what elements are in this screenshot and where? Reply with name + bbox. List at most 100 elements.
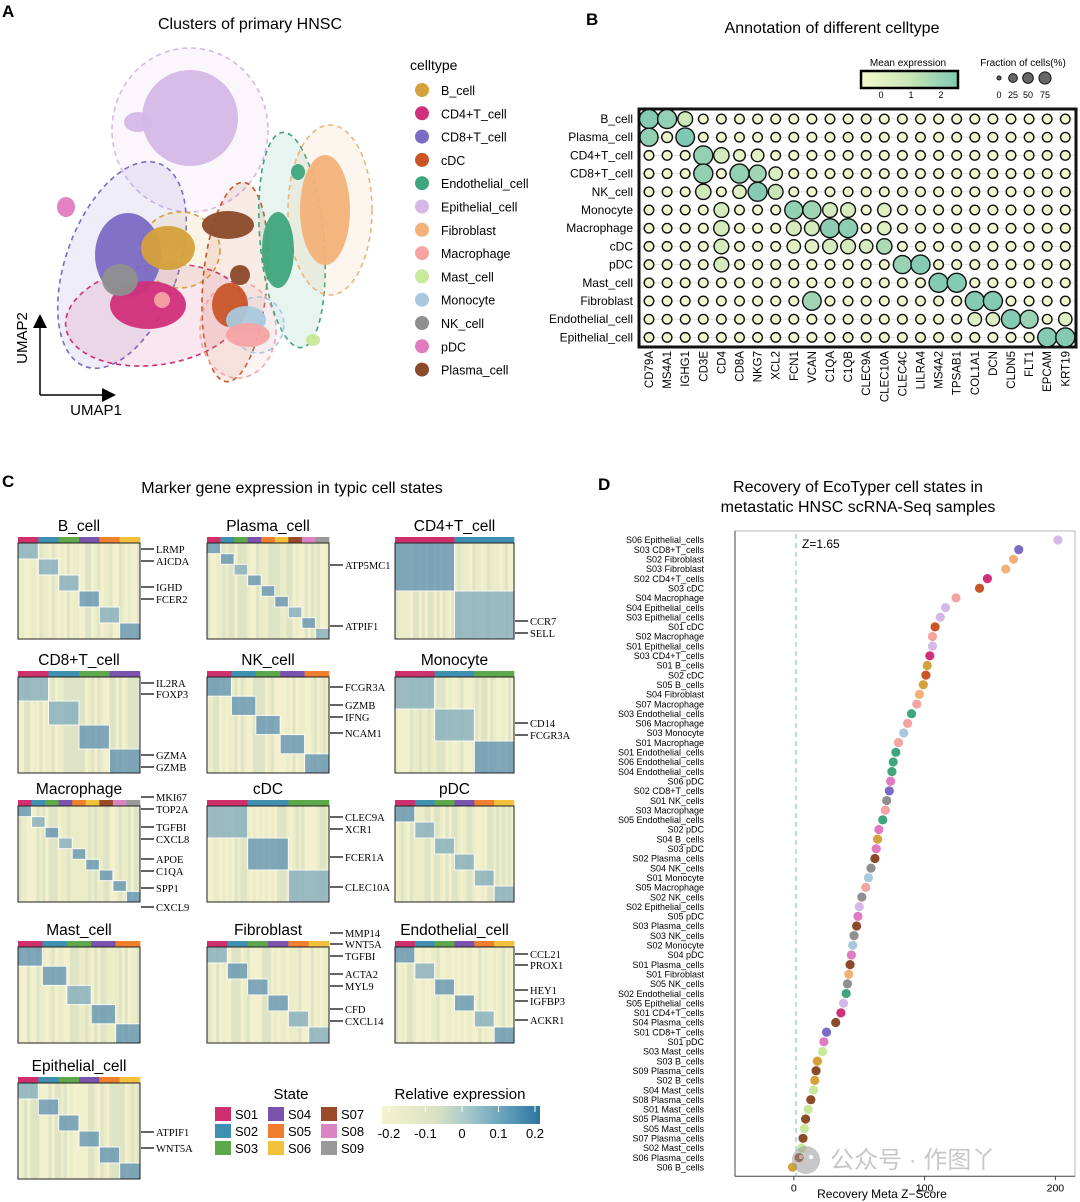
dotplot-gene-label: C1QB	[843, 351, 855, 383]
dotplot-dot	[770, 131, 782, 143]
dotplot-dot	[679, 295, 691, 307]
heatmap-cell	[409, 677, 414, 773]
heatmap-title: Plasma_cell	[226, 518, 310, 535]
relative-expression-tick: 0	[458, 1126, 465, 1141]
dotplot-dot	[788, 277, 800, 289]
heatmap-state-bar	[99, 800, 114, 806]
heatmap-cell	[133, 947, 138, 1043]
heatmap-state-block	[17, 1082, 39, 1100]
heatmap-cell	[39, 543, 43, 639]
dotplot-dot	[806, 259, 818, 271]
heatmap-cell	[115, 806, 119, 902]
heatmap-cell	[499, 677, 503, 773]
dotplot-dot	[732, 184, 747, 200]
dotplot-dot	[806, 149, 818, 161]
heatmap-cell	[124, 677, 128, 773]
legend-swatch	[415, 176, 429, 191]
dotplot-dot	[987, 259, 999, 271]
heatmap-state-bar	[58, 537, 80, 543]
dotplot-dot	[788, 186, 800, 198]
dotplot-dot	[951, 113, 963, 125]
dotplot-dot	[1005, 331, 1017, 343]
heatmap-cell	[421, 806, 425, 902]
heatmap-cell	[487, 947, 491, 1043]
heatmap-cell	[97, 947, 101, 1043]
heatmap-cell	[109, 947, 113, 1043]
recovery-point	[921, 670, 931, 680]
state-legend: S01 S02 S03 S04 S05 S06 S07 S08 S09	[215, 1107, 364, 1156]
heatmap-cell	[60, 806, 64, 902]
heatmap-state-block	[206, 805, 249, 839]
heatmap-state-bar	[38, 537, 59, 543]
heatmap-cell	[42, 806, 46, 902]
heatmap-cell	[127, 677, 132, 773]
legend-label: NK_cell	[441, 317, 484, 331]
heatmap-cell	[45, 947, 49, 1043]
heatmap-cell	[225, 806, 229, 902]
heatmap-state-bar	[112, 800, 127, 806]
gene-label: SELL	[530, 629, 555, 640]
heatmap-cell	[63, 947, 67, 1043]
heatmap-cell	[412, 947, 417, 1043]
heatmap-cell	[496, 677, 500, 773]
recovery-point	[903, 718, 913, 728]
gene-label: AICDA	[156, 557, 190, 568]
dotplot-dot	[933, 204, 945, 216]
heatmap-cell	[409, 947, 414, 1043]
heatmap-cell	[228, 947, 232, 1043]
dotplot-dot	[878, 331, 890, 343]
recovery-point	[861, 882, 871, 893]
recovery-point	[930, 622, 940, 632]
dotplot-dot	[915, 222, 926, 234]
heatmap-state-bar	[207, 671, 232, 677]
recovery-point	[927, 641, 938, 651]
heatmap-cell	[499, 947, 503, 1043]
heatmap-cell	[240, 677, 244, 773]
dotplot-dot	[969, 331, 981, 343]
dotplot-dot	[1005, 168, 1017, 180]
dotplot-dot	[896, 240, 908, 252]
recovery-point-label: S07 Macrophage	[635, 699, 704, 709]
recovery-point	[1008, 554, 1019, 564]
heatmap-cell	[316, 543, 321, 639]
dotplot-dot	[987, 204, 999, 216]
heatmap-state-bar	[231, 671, 257, 677]
dotplot-dot	[964, 290, 985, 312]
heatmap-cell	[418, 677, 422, 773]
wechat-eye-icon	[799, 1155, 803, 1159]
recovery-point-label: S04 NK_cells	[650, 863, 705, 873]
dotplot-dot	[734, 113, 745, 125]
heatmap-state-block	[85, 858, 100, 871]
heatmap-state-bar	[79, 1077, 100, 1083]
dotplot-dot	[770, 240, 782, 252]
heatmap-cell	[112, 543, 116, 639]
recovery-point-label: S01 Mast_cells	[643, 1105, 705, 1115]
dotplot-dot	[747, 181, 768, 203]
state-swatch	[321, 1107, 337, 1121]
recovery-point-label: S05 Macrophage	[635, 883, 704, 893]
state-swatch	[268, 1107, 284, 1121]
heatmap-cell	[295, 947, 299, 1043]
heatmap-frame	[17, 946, 141, 1044]
heatmap-cell	[27, 806, 31, 902]
heatmap-state-block	[37, 1098, 60, 1116]
recovery-point	[880, 805, 890, 815]
heatmap-cell	[430, 806, 434, 902]
heatmap-state-block	[301, 617, 316, 629]
heatmap-cell	[231, 677, 235, 773]
heatmap-state-bar	[274, 537, 289, 543]
heatmap-cell	[42, 947, 46, 1043]
dotplot-dot	[661, 240, 673, 252]
recovery-point	[854, 902, 864, 912]
heatmap-cell	[313, 806, 317, 902]
heatmap-state-block	[78, 724, 110, 750]
dotplot-dot	[1005, 186, 1017, 198]
heatmap-cell	[207, 947, 211, 1043]
recovery-point	[951, 593, 961, 603]
recovery-point	[912, 699, 922, 709]
heatmap-state-bar	[288, 941, 309, 947]
heatmap-cell	[112, 947, 116, 1043]
panel-c: C Marker gene expression in typic cell s…	[2, 472, 571, 1180]
dotplot-dot	[878, 149, 890, 161]
state-label: S03	[235, 1141, 258, 1156]
